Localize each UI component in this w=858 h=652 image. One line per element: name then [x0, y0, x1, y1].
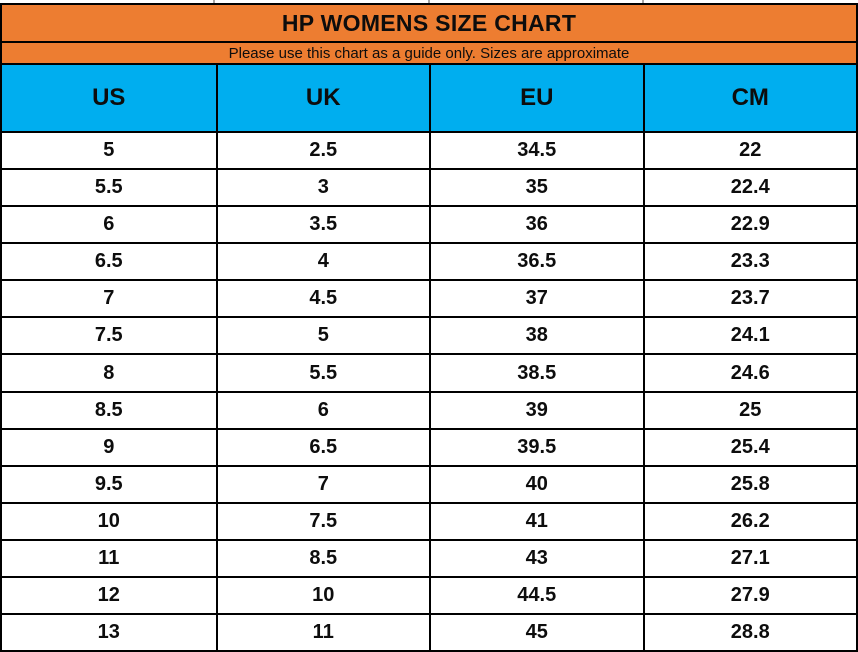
table-row: 7 4.5 37 23.7: [2, 279, 857, 317]
table-cell: 7.5: [215, 503, 430, 539]
table-cell: 6: [215, 392, 430, 428]
table-cell: 24.6: [642, 355, 857, 391]
table-cell: 25.8: [642, 466, 857, 502]
table-cell: 34.5: [429, 133, 643, 169]
size-chart-table: HP WOMENS SIZE CHART Please use this cha…: [0, 3, 858, 652]
table-cell: 5.5: [215, 355, 430, 391]
table-cell: 10: [97, 509, 120, 532]
table-cell: 25.4: [642, 429, 857, 465]
table-cell: 9: [103, 435, 115, 458]
table-row: 7.5 5 38 24.1: [2, 316, 857, 354]
table-cell: 6.5: [215, 429, 430, 465]
table-cell: 22.4: [642, 170, 857, 206]
table-row: 13 11 45 28.8: [2, 613, 857, 651]
table-row: 11 8.5 43 27.1: [2, 538, 857, 576]
table-cell: 40: [429, 466, 643, 502]
table-cell: 27.1: [642, 540, 857, 576]
table-cell: 22.9: [642, 207, 857, 243]
table-cell: 13: [97, 621, 120, 644]
table-cell: 27.9: [642, 577, 857, 614]
table-cell: 41: [429, 503, 643, 539]
chart-title: HP WOMENS SIZE CHART: [2, 5, 856, 43]
table-row: 9.5 7 40 25.8: [2, 464, 857, 502]
table-header-row: US UK EU CM: [2, 65, 856, 133]
table-cell: 8.5: [215, 540, 430, 576]
table-cell: 3.5: [215, 207, 430, 243]
chart-subtitle: Please use this chart as a guide only. S…: [2, 43, 856, 65]
table-cell: 35: [429, 170, 643, 206]
column-header-us: US: [2, 65, 216, 131]
gridline-tick: [642, 0, 644, 3]
table-cell: 6.5: [94, 250, 123, 273]
table-cell: 22: [642, 133, 857, 169]
table-cell: 3: [215, 170, 430, 206]
table-cell: 11: [98, 546, 120, 569]
table-row: 8.5 6 39 25: [2, 390, 857, 428]
table-cell: 9.5: [94, 472, 123, 495]
table-cell: 44.5: [429, 577, 643, 614]
table-cell: 37: [429, 281, 643, 317]
spreadsheet-gridline-strip: [0, 0, 858, 3]
table-cell: 7.5: [94, 324, 123, 347]
table-row: 6.5 4 36.5 23.3: [2, 242, 857, 280]
table-cell: 7: [103, 287, 115, 310]
table-cell: 26.2: [642, 503, 857, 539]
column-header-cm: CM: [642, 65, 856, 131]
table-cell: 36: [429, 207, 643, 243]
column-header-uk: UK: [215, 65, 429, 131]
table-cell: 4.5: [215, 281, 430, 317]
table-cell: 4: [215, 244, 430, 280]
table-row: 8 5.5 38.5 24.6: [2, 353, 857, 391]
table-cell: 2.5: [215, 133, 430, 169]
table-cell: 8.5: [94, 398, 123, 421]
gridline-tick: [428, 0, 430, 3]
table-cell: 28.8: [642, 615, 857, 651]
table-cell: 24.1: [642, 318, 857, 354]
table-body: 5 2.5 34.5 22 5.5 3 35 22.4 6 3.5 36 22.9 6.5 4 36.5 23…: [2, 133, 857, 651]
table-row: 9 6.5 39.5 25.4: [2, 427, 857, 465]
table-cell: 11: [215, 615, 430, 651]
table-cell: 43: [429, 540, 643, 576]
table-cell: 5: [215, 318, 430, 354]
column-header-eu: EU: [429, 65, 643, 131]
table-cell: 36.5: [429, 244, 643, 280]
table-row: 5 2.5 34.5 22: [2, 133, 857, 169]
table-cell: 5.5: [94, 176, 123, 199]
table-cell: 8: [103, 361, 115, 384]
table-cell: 39.5: [429, 429, 643, 465]
table-cell: 25: [642, 392, 857, 428]
table-cell: 23.3: [642, 244, 857, 280]
table-cell: 45: [429, 615, 643, 651]
table-cell: 10: [215, 577, 430, 614]
table-cell: 39: [429, 392, 643, 428]
gridline-tick: [213, 0, 215, 3]
table-cell: 38.5: [429, 355, 643, 391]
table-cell: 23.7: [642, 281, 857, 317]
table-row: 5.5 3 35 22.4: [2, 168, 857, 206]
table-cell: 7: [215, 466, 430, 502]
table-cell: 12: [97, 583, 120, 606]
table-cell: 5: [103, 139, 115, 162]
table-row: 10 7.5 41 26.2: [2, 501, 857, 539]
table-row: 6 3.5 36 22.9: [2, 205, 857, 243]
table-cell: 6: [103, 213, 115, 236]
table-cell: 38: [429, 318, 643, 354]
table-row: 12 10 44.5 27.9: [2, 575, 857, 614]
